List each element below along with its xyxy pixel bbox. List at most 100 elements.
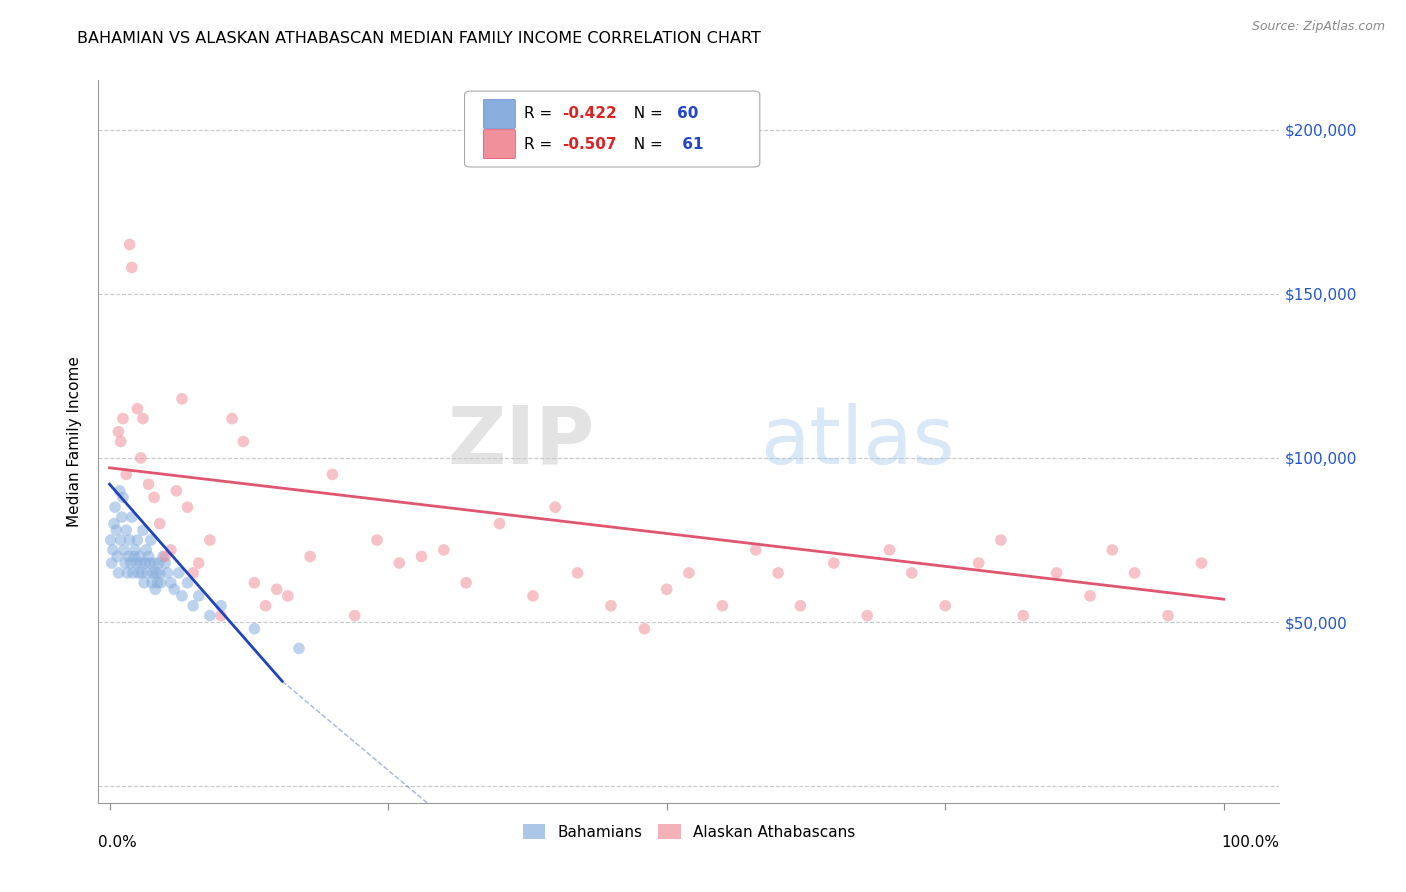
Point [107,425,129,439]
Point [232,434,254,449]
Point [990,533,1012,547]
Point [678,566,700,580]
Point [142,566,165,580]
Text: -0.422: -0.422 [562,106,617,121]
Point [343,608,366,623]
Point [100,533,122,547]
Point [117,566,139,580]
Point [181,566,204,580]
Point [156,566,179,580]
Point [600,599,623,613]
Point [121,260,143,275]
Point [111,411,134,425]
Point [124,542,146,557]
Point [111,491,134,505]
Point [101,556,124,570]
Point [277,589,299,603]
FancyBboxPatch shape [484,100,516,128]
Point [187,556,209,570]
Text: ZIP: ZIP [447,402,595,481]
Point [167,566,190,580]
Point [104,500,127,515]
Point [118,533,141,547]
FancyBboxPatch shape [484,129,516,159]
Point [900,566,922,580]
FancyBboxPatch shape [464,91,759,167]
Point [125,556,148,570]
Text: R =: R = [523,136,557,152]
Point [105,523,128,537]
Point [321,467,343,482]
Text: N =: N = [624,136,668,152]
Point [1012,608,1035,623]
Point [138,549,160,564]
Point [967,556,990,570]
Point [176,500,198,515]
Point [209,608,232,623]
Point [655,582,678,597]
Point [110,434,132,449]
Point [149,516,172,531]
Point [1101,542,1123,557]
Point [138,477,160,491]
Point [132,523,155,537]
Point [243,622,266,636]
Point [567,566,589,580]
Point [766,566,789,580]
Point [198,608,221,623]
Text: 60: 60 [678,106,699,121]
Point [633,622,655,636]
Text: -0.507: -0.507 [562,136,617,152]
Point [160,575,183,590]
Point [148,556,170,570]
Point [433,542,456,557]
Point [165,483,187,498]
Point [115,523,138,537]
Point [101,542,124,557]
Point [129,556,152,570]
Point [544,500,567,515]
Point [745,542,768,557]
Point [132,411,155,425]
Point [149,566,172,580]
Legend: Bahamians, Alaskan Athabascans: Bahamians, Alaskan Athabascans [516,818,862,846]
Text: 0.0%: 0.0% [98,835,138,850]
Point [107,566,129,580]
Point [136,566,159,580]
Point [139,533,162,547]
Point [488,516,510,531]
Text: N =: N = [624,106,668,121]
Point [198,533,221,547]
Point [118,237,141,252]
Point [129,450,152,465]
Text: Source: ZipAtlas.com: Source: ZipAtlas.com [1251,20,1385,33]
Point [138,556,160,570]
Point [170,589,193,603]
Point [187,589,209,603]
Point [143,556,166,570]
Point [1078,589,1101,603]
Point [131,566,153,580]
Text: R =: R = [523,106,557,121]
Point [127,533,149,547]
Point [254,599,277,613]
Point [121,510,143,524]
Point [111,510,134,524]
Point [108,483,131,498]
Point [134,556,156,570]
Y-axis label: Median Family Income: Median Family Income [67,356,83,527]
Text: 100.0%: 100.0% [1222,835,1279,850]
Point [155,549,177,564]
Point [122,549,145,564]
Point [711,599,734,613]
Point [163,582,186,597]
Text: 61: 61 [678,136,703,152]
Point [1046,566,1069,580]
Point [114,556,136,570]
Point [299,549,322,564]
Point [288,641,311,656]
Point [143,491,166,505]
Point [103,516,125,531]
Point [879,542,901,557]
Point [115,467,138,482]
